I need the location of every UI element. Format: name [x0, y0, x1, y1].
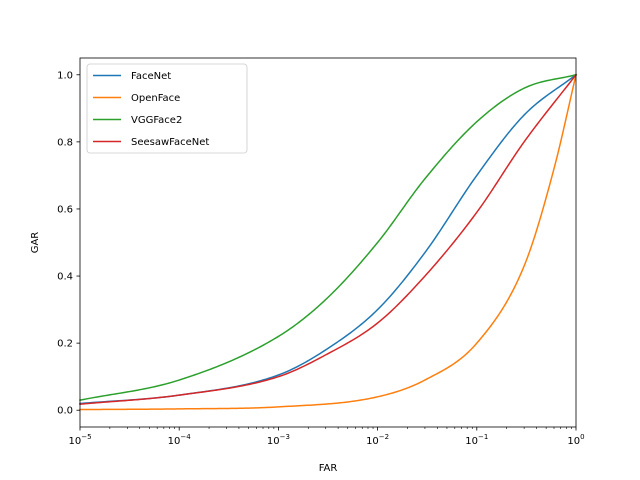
legend-label: SeesawFaceNet — [131, 137, 209, 148]
series-line-vggface2 — [79, 73, 577, 402]
y-tick-label: 0.2 — [57, 339, 73, 350]
y-tick-label: 0.4 — [57, 272, 73, 283]
x-tick-label: 10−4 — [168, 433, 192, 447]
x-tick-label: 10−3 — [267, 433, 290, 447]
legend-label: FaceNet — [131, 71, 171, 82]
legend-label: OpenFace — [131, 93, 180, 104]
series-line-seesawfacenet — [79, 73, 578, 406]
series-line-openface — [79, 73, 577, 411]
x-tick-label: 100 — [567, 433, 584, 447]
y-tick-label: 0.6 — [57, 204, 73, 215]
x-axis-ticks: 10−5 10−4 10−3 10−2 10−1 100 — [68, 427, 585, 447]
axes-frame — [79, 57, 577, 428]
legend-label: VGGFace2 — [131, 115, 182, 126]
y-tick-label: 0.8 — [57, 137, 73, 148]
x-tick-label: 10−5 — [68, 433, 91, 447]
y-tick-label: 1.0 — [57, 70, 73, 81]
x-axis-label: FAR — [319, 463, 338, 474]
y-axis-label: GAR — [30, 232, 41, 254]
y-tick-label: 0.0 — [57, 406, 73, 417]
plot-lines — [79, 73, 578, 411]
y-axis-ticks: 0.0 0.2 0.4 0.6 0.8 1.0 — [57, 70, 80, 417]
x-tick-label: 10−1 — [465, 433, 488, 447]
legend: FaceNet OpenFace VGGFace2 SeesawFaceNet — [86, 63, 248, 154]
legend-box — [86, 63, 248, 154]
x-tick-label: 10−2 — [366, 433, 389, 447]
